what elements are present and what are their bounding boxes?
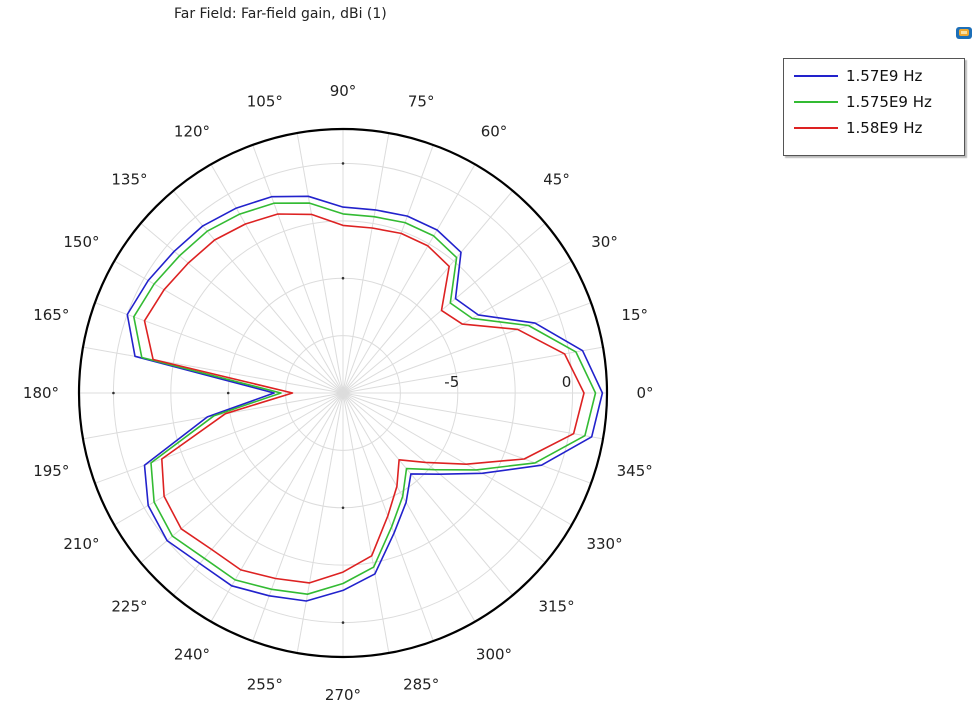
axis-tick [112, 391, 115, 395]
angle-tick-label: 90° [330, 82, 357, 100]
grid-spoke [94, 302, 344, 394]
legend-label-3: 1.58E9 Hz [846, 119, 923, 137]
radial-tick-label: 0 [562, 373, 572, 391]
grid-spoke [140, 392, 344, 564]
grid-spoke [114, 392, 344, 526]
series-curves [126, 195, 604, 602]
grid-spoke [210, 164, 344, 394]
grid-spoke [342, 302, 592, 394]
angle-tick-label: 180° [23, 384, 59, 402]
angle-tick-label: 150° [63, 233, 99, 251]
grid-spoke [342, 222, 546, 394]
angle-tick-label: 240° [174, 646, 210, 664]
legend-swatch-2 [794, 101, 838, 103]
angle-tick-label: 315° [538, 598, 574, 616]
grid-spoke [342, 144, 434, 394]
axis-tick [341, 621, 345, 624]
legend-label-2: 1.575E9 Hz [846, 93, 932, 111]
axis-tick [341, 276, 345, 280]
angle-tick-label: 330° [586, 535, 622, 553]
angle-tick-label: 195° [33, 462, 69, 480]
angle-tick-label: 135° [111, 170, 147, 188]
angle-tick-label: 270° [325, 686, 361, 704]
grid-spoke [342, 392, 476, 622]
grid-spoke [342, 392, 572, 526]
grid-spoke [296, 132, 344, 394]
series-line-2 [133, 202, 597, 595]
axis-tick [341, 506, 345, 510]
legend-swatch-1 [794, 75, 838, 77]
axis-tick [226, 391, 230, 395]
legend-swatch-3 [794, 127, 838, 129]
angle-tick-label: 210° [63, 535, 99, 553]
grid-spoke [342, 392, 592, 484]
legend-entry-2: 1.575E9 Hz [784, 89, 964, 115]
plot-window-icon[interactable] [955, 26, 973, 40]
legend-entry-1: 1.57E9 Hz [784, 63, 964, 89]
grid-spoke [252, 392, 344, 642]
angle-tick-label: 300° [476, 646, 512, 664]
angle-tick-label: 0° [636, 384, 653, 402]
grid-spoke [172, 392, 344, 596]
grid-spoke [342, 190, 514, 394]
angle-tick-label: 30° [591, 233, 618, 251]
legend-entry-3: 1.58E9 Hz [784, 115, 964, 141]
grid-spoke [342, 164, 476, 394]
polar-grid [79, 129, 607, 657]
angle-tick-label: 60° [481, 122, 508, 140]
outer-axis [77, 127, 609, 659]
grid-spoke [342, 392, 546, 564]
angle-tick-label: 75° [408, 92, 435, 110]
angle-tick-label: 285° [403, 676, 439, 694]
grid-spoke [82, 346, 344, 394]
angle-tick-label: 165° [33, 306, 69, 324]
grid-spoke [342, 260, 572, 394]
series-line-1 [126, 195, 604, 602]
angle-tick-label: 120° [174, 122, 210, 140]
angle-tick-label: 225° [111, 598, 147, 616]
grid-spoke [342, 346, 604, 394]
angle-tick-label: 15° [621, 306, 648, 324]
legend: 1.57E9 Hz 1.575E9 Hz 1.58E9 Hz [783, 58, 965, 156]
grid-spoke [342, 392, 390, 654]
grid-spoke [342, 132, 390, 394]
outer-circle [77, 127, 609, 659]
grid-spoke [210, 392, 344, 622]
angle-tick-label: 345° [617, 462, 653, 480]
angle-tick-label: 255° [247, 676, 283, 694]
grid-spoke [114, 260, 344, 394]
angle-tick-label: 45° [543, 170, 570, 188]
grid-spoke [172, 190, 344, 394]
tick-labels: 0° 15° 30° 45° 60° 75° 90° 105° 120° 135° 150° 165°… [23, 82, 654, 704]
grid-spoke [342, 392, 514, 596]
angle-tick-label: 105° [247, 92, 283, 110]
grid-spoke [94, 392, 344, 484]
grid-spoke [296, 392, 344, 654]
series-line-3 [143, 213, 585, 584]
axis-tick [341, 162, 345, 165]
legend-label-1: 1.57E9 Hz [846, 67, 923, 85]
grid-spoke [140, 222, 344, 394]
grid-spoke [252, 144, 344, 394]
chart-title: Far Field: Far-field gain, dBi (1) [174, 6, 387, 22]
grid-spoke [342, 392, 604, 440]
radial-tick-label: -5 [444, 373, 459, 391]
